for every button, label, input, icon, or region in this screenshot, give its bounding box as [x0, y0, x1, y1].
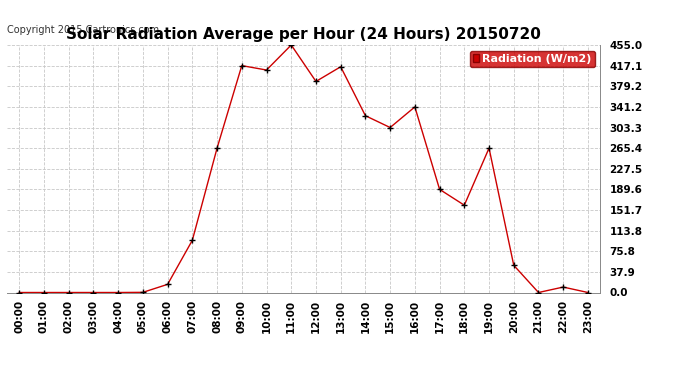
Title: Solar Radiation Average per Hour (24 Hours) 20150720: Solar Radiation Average per Hour (24 Hou…: [66, 27, 541, 42]
Legend: Radiation (W/m2): Radiation (W/m2): [470, 51, 595, 68]
Text: Copyright 2015 Cartronics.com: Copyright 2015 Cartronics.com: [7, 25, 159, 35]
